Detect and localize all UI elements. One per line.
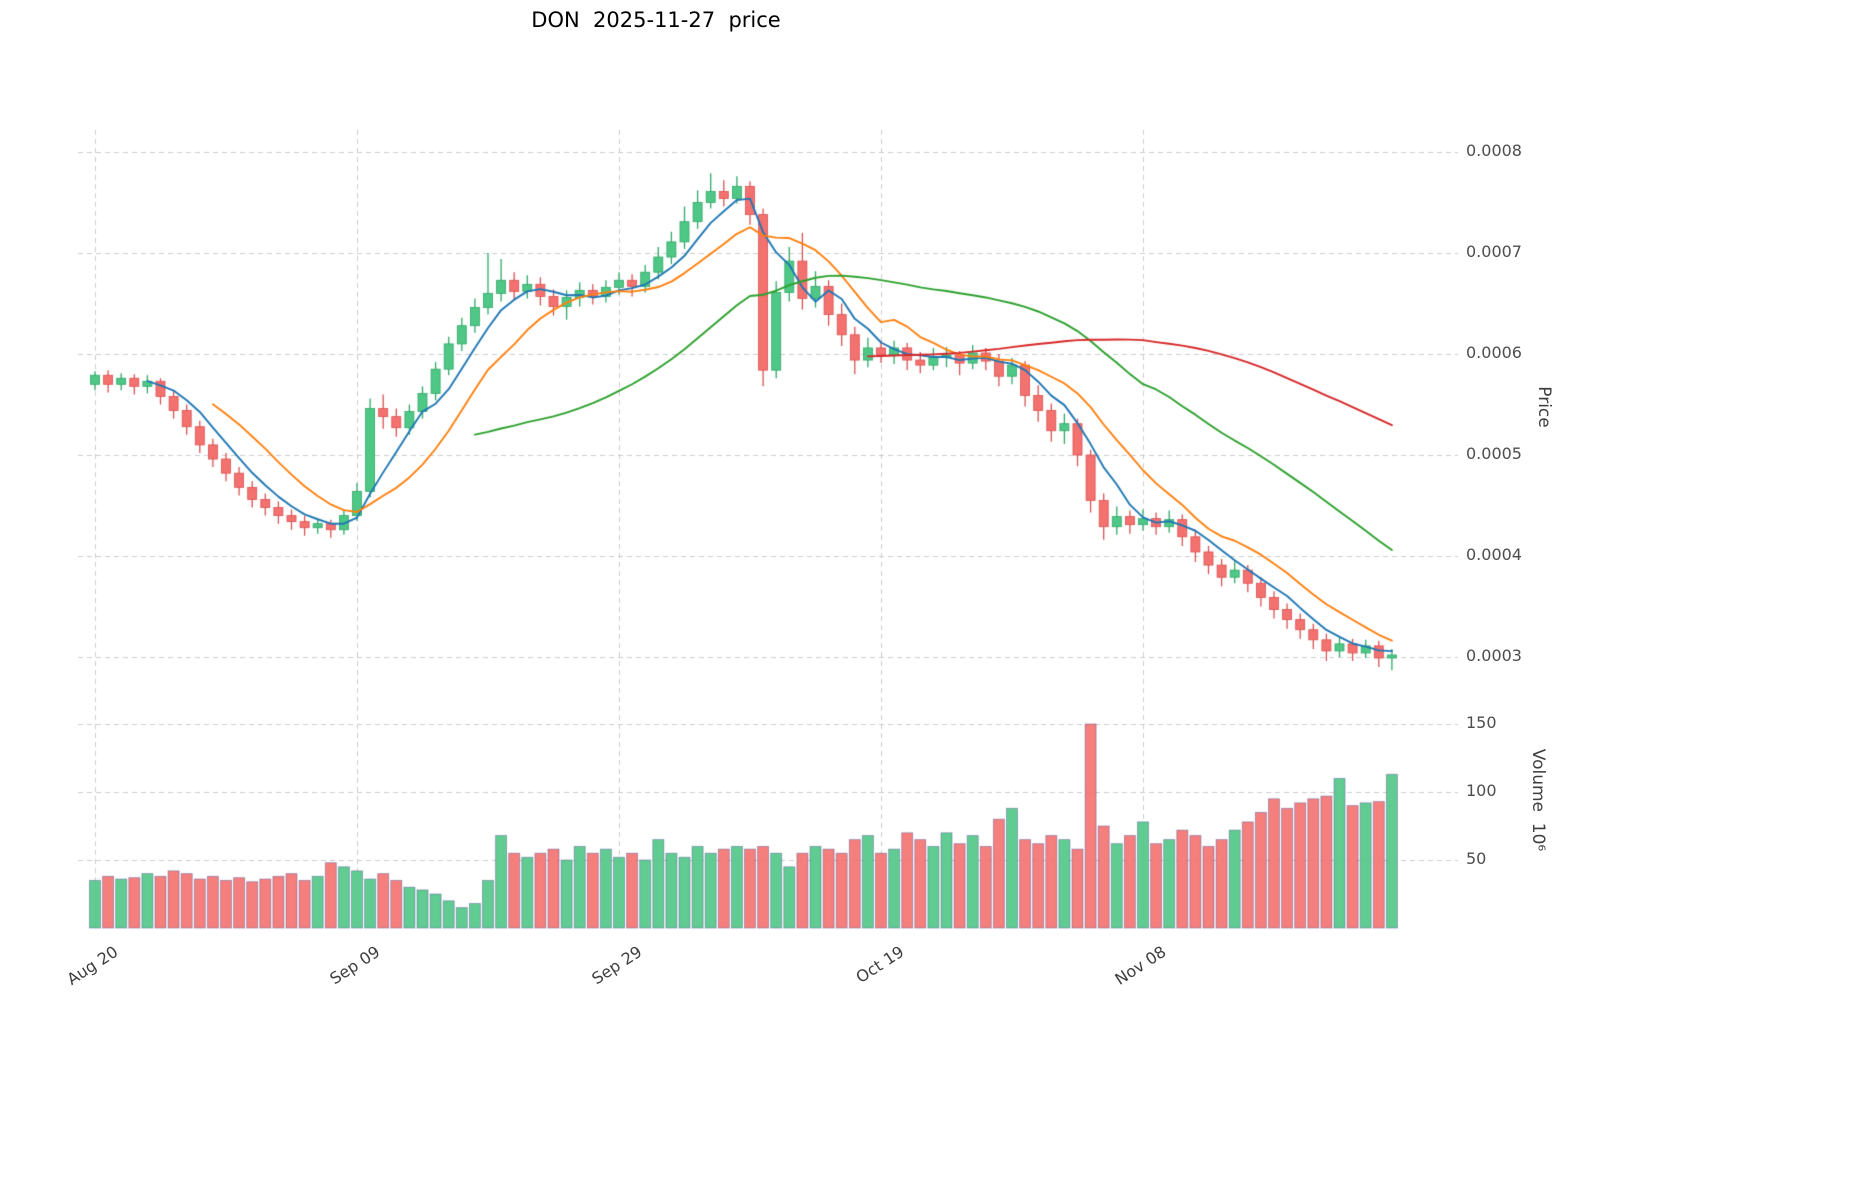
volume-tick-label: 150 [1466,713,1497,732]
price-axis-label: Price [1534,386,1554,428]
price-tick-label: 0.0003 [1466,646,1522,665]
price-tick-label: 0.0008 [1466,141,1522,160]
price-tick-label: 0.0005 [1466,444,1522,463]
volume-axis-label: Volume 10⁶ [1528,748,1548,852]
volume-tick-label: 100 [1466,781,1497,800]
price-tick-label: 0.0004 [1466,545,1522,564]
volume-tick-label: 50 [1466,849,1487,868]
price-tick-label: 0.0006 [1466,343,1522,362]
price-tick-label: 0.0007 [1466,242,1522,261]
chart-title: DON 2025-11-27 price [531,8,781,32]
